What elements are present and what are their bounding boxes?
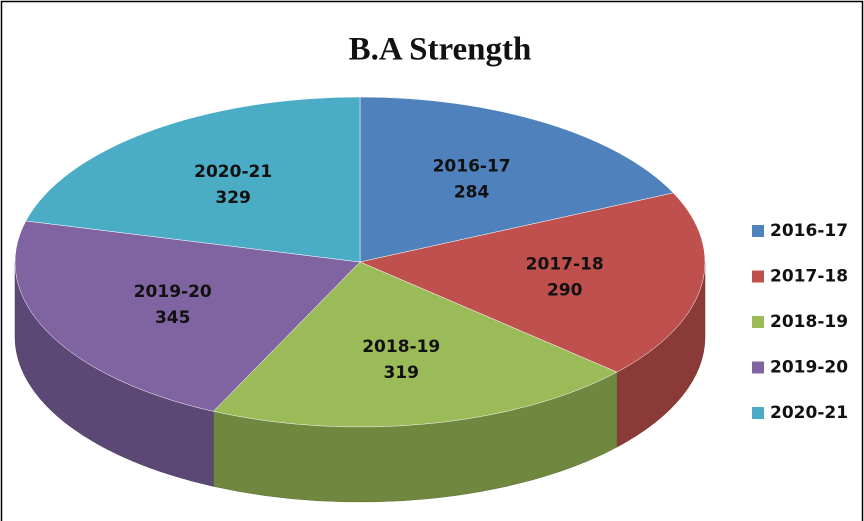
- data-label-value: 345: [155, 308, 191, 328]
- data-label-category: 2016-17: [433, 157, 511, 177]
- data-label-value: 329: [215, 188, 251, 208]
- legend-label: 2020-21: [770, 403, 848, 423]
- data-label-value: 290: [547, 281, 583, 301]
- legend-swatch: [752, 270, 764, 283]
- pie-tops: [14, 96, 706, 428]
- pie-sides: [14, 261, 706, 503]
- legend-swatch: [752, 361, 764, 374]
- legend-swatch: [752, 225, 764, 237]
- pie-slice: [25, 96, 361, 263]
- pie-slice: [359, 192, 706, 373]
- data-label-category: 2018-19: [362, 337, 440, 357]
- data-label-category: 2020-21: [194, 162, 272, 182]
- legend: 2016-17 2017-18 2018-19 2019-20 2020-21: [752, 221, 848, 423]
- legend-label: 2016-17: [770, 221, 848, 241]
- chart-title: B.A Strength: [349, 32, 532, 68]
- legend-swatch: [752, 407, 764, 419]
- legend-label: 2019-20: [770, 358, 848, 378]
- legend-label: 2017-18: [770, 267, 848, 287]
- legend-label: 2018-19: [770, 312, 848, 332]
- data-label-category: 2019-20: [134, 282, 212, 302]
- data-label-value: 284: [454, 183, 490, 203]
- data-label-category: 2017-18: [526, 255, 604, 275]
- pie-slice: [212, 261, 618, 428]
- legend-swatch: [752, 316, 764, 328]
- data-labels: 2016-17 284 2017-18 290 2018-19 319 2019-20 345…: [134, 157, 604, 383]
- pie-slice: [359, 96, 674, 263]
- pie-slice: [14, 220, 361, 412]
- data-label-value: 319: [383, 363, 419, 383]
